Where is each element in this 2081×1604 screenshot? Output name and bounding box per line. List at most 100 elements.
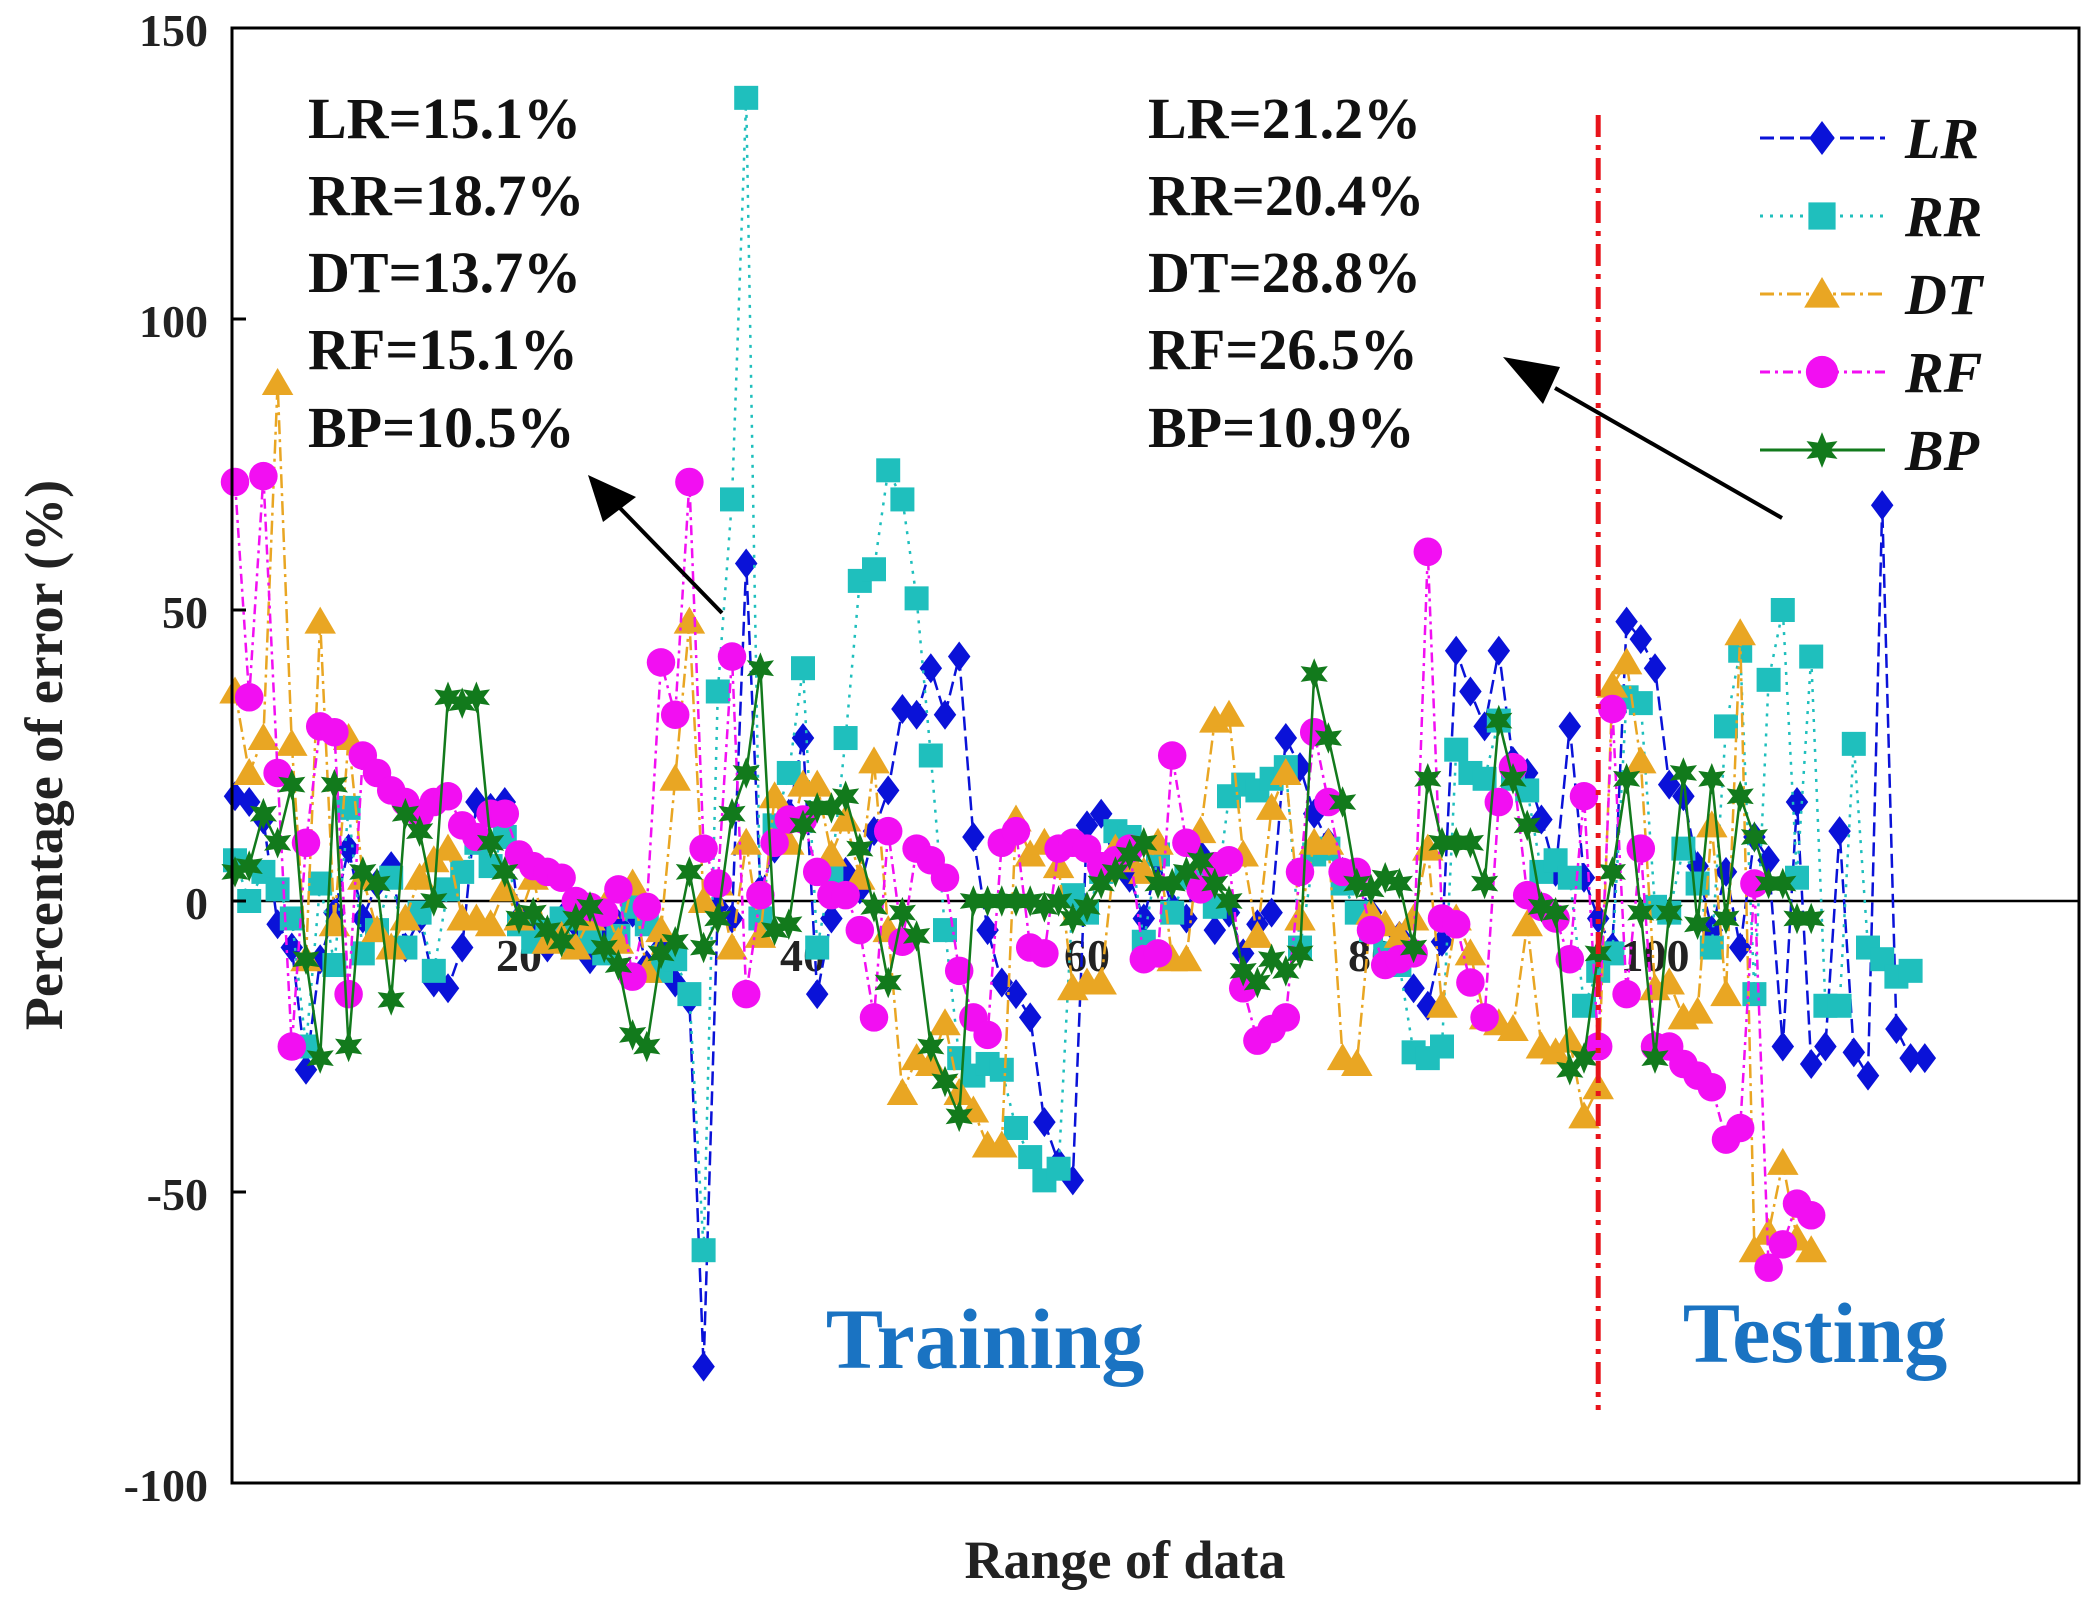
point-dt-77	[1312, 827, 1345, 855]
legend-marker-lr	[1809, 121, 1835, 155]
point-bp-36	[732, 757, 760, 789]
point-lr-74	[1274, 723, 1298, 754]
point-bp-2	[249, 797, 277, 830]
point-bp-106	[1726, 780, 1754, 812]
point-rr-45	[862, 557, 886, 582]
point-rr-40	[791, 656, 815, 681]
point-rr-109	[1770, 598, 1795, 622]
point-dt-49	[915, 1048, 947, 1076]
annotation-training-arrowhead	[588, 475, 636, 522]
point-bp-75	[1286, 937, 1314, 970]
point-rr-43	[833, 726, 858, 751]
point-dt-13	[403, 862, 436, 890]
point-bp-49	[917, 1030, 945, 1063]
point-bp-44	[846, 832, 874, 865]
point-rf-27	[604, 875, 633, 904]
point-lr-83	[1402, 973, 1425, 1004]
point-dt-99	[1625, 746, 1657, 774]
legend-label-rf: RF	[1904, 340, 1982, 405]
point-dt-70	[1213, 699, 1245, 727]
point-rf-74	[1271, 1003, 1301, 1032]
point-rr-54	[989, 1057, 1014, 1082]
point-dt-61	[1085, 967, 1117, 995]
point-rf-75	[1285, 857, 1315, 887]
annotation-testing-rf: RF=26.5%	[1148, 317, 1418, 382]
legend-marker-bp	[1806, 432, 1838, 468]
y-tick-label: 150	[139, 5, 208, 56]
point-lr-89	[1487, 635, 1511, 666]
point-bp-89	[1485, 704, 1513, 737]
point-rr-41	[805, 935, 830, 960]
point-rr-34	[705, 679, 730, 704]
point-bp-76	[1300, 658, 1328, 690]
point-rf-33	[689, 834, 718, 863]
point-rf-36	[731, 979, 761, 1009]
point-bp-53	[974, 885, 1002, 917]
annotation-testing-dt: DT=28.8%	[1148, 240, 1421, 305]
point-dt-24	[560, 932, 592, 960]
point-rf-87	[1456, 968, 1485, 997]
point-rf-37	[746, 880, 775, 910]
point-rf-109	[1768, 1230, 1798, 1259]
point-dt-94	[1554, 1025, 1586, 1053]
point-rr-50	[933, 918, 957, 943]
point-bp-65	[1144, 867, 1172, 900]
point-lr-73	[1260, 897, 1283, 928]
point-lr-100	[1643, 653, 1667, 684]
point-lr-42	[820, 903, 843, 934]
point-bp-111	[1797, 902, 1825, 935]
point-bp-7	[320, 768, 348, 801]
point-bp-9	[349, 856, 377, 888]
point-rr-66	[1160, 900, 1185, 925]
point-bp-25	[576, 891, 604, 923]
point-rf-77	[1314, 787, 1343, 817]
point-bp-68	[1187, 844, 1215, 876]
point-bp-80	[1357, 873, 1385, 906]
point-bp-43	[832, 780, 860, 812]
point-rf-5	[291, 828, 321, 858]
point-bp-71	[1229, 955, 1257, 987]
point-lr-49	[919, 653, 943, 684]
point-bp-40	[789, 809, 817, 842]
point-rf-4	[277, 1032, 307, 1061]
point-bp-101	[1655, 896, 1683, 929]
point-lr-36	[734, 548, 758, 579]
point-bp-32	[675, 856, 703, 888]
point-rr-55	[1004, 1115, 1028, 1140]
testing-error-annotation: LR=21.2% RR=20.4% DT=28.8% RF=26.5% BP=1…	[1148, 86, 1783, 520]
point-lr-113	[1828, 816, 1851, 847]
point-dt-106	[1724, 618, 1756, 646]
point-bp-72	[1243, 966, 1271, 999]
annotation-training-rf: RF=15.1%	[308, 317, 578, 382]
point-rf-67	[1172, 828, 1201, 858]
point-lr-1	[237, 787, 261, 818]
legend-label-lr: LR	[1904, 106, 1979, 171]
point-dt-2	[247, 723, 280, 751]
point-bp-12	[391, 797, 419, 830]
point-dt-32	[673, 606, 706, 634]
point-rr-49	[918, 743, 943, 768]
point-bp-30	[647, 937, 675, 970]
annotation-training-rr: RR=18.7%	[308, 163, 584, 228]
point-bp-87	[1456, 827, 1484, 859]
point-lr-48	[905, 699, 928, 730]
point-lr-16	[450, 932, 474, 963]
point-rf-7	[320, 717, 349, 747]
point-dt-90	[1497, 1014, 1529, 1042]
point-rr-103	[1685, 871, 1710, 896]
point-dt-103	[1681, 996, 1714, 1024]
point-rr-36	[734, 85, 759, 110]
point-bp-47	[888, 896, 916, 929]
point-bp-35	[718, 797, 746, 830]
point-bp-86	[1442, 827, 1470, 859]
point-bp-59	[1059, 902, 1087, 935]
annotation-testing-bp: BP=10.9%	[1148, 395, 1415, 460]
point-bp-88	[1471, 867, 1499, 900]
point-dt-15	[432, 833, 464, 861]
point-rf-0	[220, 467, 250, 497]
legend-item-rf: RF	[1760, 340, 1982, 405]
point-bp-107	[1740, 821, 1768, 853]
point-bp-10	[363, 867, 391, 900]
